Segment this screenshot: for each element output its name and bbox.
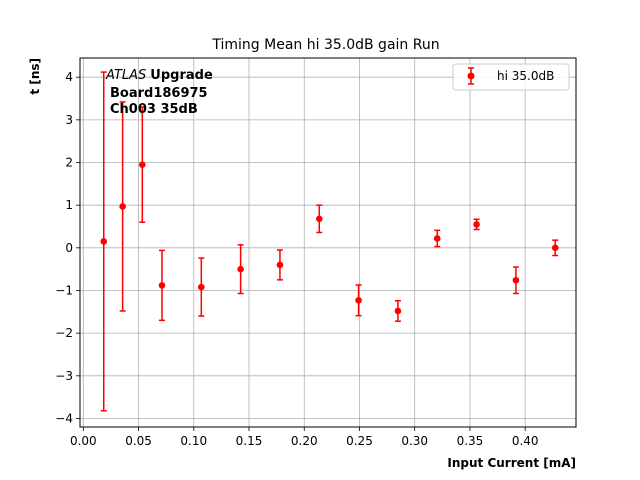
chart-title: Timing Mean hi 35.0dB gain Run — [211, 37, 439, 53]
data-point — [276, 261, 284, 269]
x-tick-label: 0.20 — [291, 434, 318, 448]
y-tick-label: −4 — [55, 411, 73, 425]
grid — [80, 58, 576, 427]
y-tick-label: −1 — [55, 283, 73, 297]
data-point-group — [355, 284, 362, 317]
data-point-group — [237, 244, 244, 295]
data-point — [158, 282, 166, 289]
annotation-line-1: ATLAS Upgrade — [105, 68, 213, 83]
data-point-group — [139, 106, 146, 223]
data-point — [197, 283, 205, 291]
data-point-group — [197, 257, 205, 317]
x-tick-label: 0.05 — [125, 434, 152, 448]
y-tick-label: 0 — [65, 241, 73, 255]
data-layer — [100, 71, 559, 412]
data-point — [100, 238, 108, 245]
y-tick-label: 4 — [65, 70, 73, 84]
y-axis: −4 −3 −2 −1 0 1 2 3 4 — [55, 70, 80, 425]
data-point — [473, 221, 480, 228]
y-tick-label: −2 — [55, 326, 73, 340]
data-point — [139, 161, 146, 168]
annotation-atlas: ATLAS — [105, 68, 146, 83]
data-point-group — [512, 266, 520, 295]
data-point-group — [158, 249, 166, 322]
x-tick-label: 0.15 — [236, 434, 263, 448]
data-point-group — [315, 204, 323, 234]
y-tick-label: 1 — [65, 198, 73, 212]
data-point — [551, 244, 559, 252]
y-tick-label: 2 — [65, 156, 73, 170]
data-point — [512, 276, 520, 284]
data-point-group — [100, 71, 108, 412]
data-point-group — [551, 239, 559, 257]
data-point — [119, 203, 126, 210]
y-tick-label: −3 — [55, 369, 73, 383]
annotation-board: Board186975 — [110, 86, 208, 101]
data-point-group — [394, 299, 402, 322]
data-point — [355, 297, 362, 304]
x-tick-label: 0.10 — [180, 434, 207, 448]
data-point — [315, 215, 323, 223]
y-axis-label: t [ns] — [28, 58, 42, 95]
x-tick-label: 0.35 — [457, 434, 484, 448]
x-tick-label: 0.30 — [401, 434, 428, 448]
data-point-group — [473, 218, 480, 231]
legend-box — [452, 63, 570, 91]
annotation-upgrade: Upgrade — [150, 68, 213, 83]
data-point — [394, 307, 402, 315]
data-point — [433, 235, 441, 242]
x-tick-label: 0.00 — [70, 434, 97, 448]
y-tick-label: 3 — [65, 113, 73, 127]
data-point-group — [433, 229, 441, 248]
legend: hi 35.0dB — [452, 63, 570, 91]
data-point-group — [276, 249, 284, 281]
legend-marker — [467, 72, 475, 80]
atlas-annotation: ATLAS Upgrade Board186975 Ch003 35dB — [105, 68, 213, 117]
plot-frame — [79, 57, 577, 428]
data-point — [237, 265, 244, 273]
x-tick-label: 0.25 — [346, 434, 373, 448]
x-tick-label: 0.40 — [512, 434, 539, 448]
x-axis-label: Input Current [mA] — [447, 456, 576, 470]
legend-entry-label: hi 35.0dB — [497, 69, 554, 83]
data-point-group — [119, 101, 126, 312]
annotation-channel: Ch003 35dB — [110, 102, 198, 117]
x-axis: 0.00 0.05 0.10 0.15 0.20 0.25 0.30 0.35 0.40 — [70, 427, 539, 448]
